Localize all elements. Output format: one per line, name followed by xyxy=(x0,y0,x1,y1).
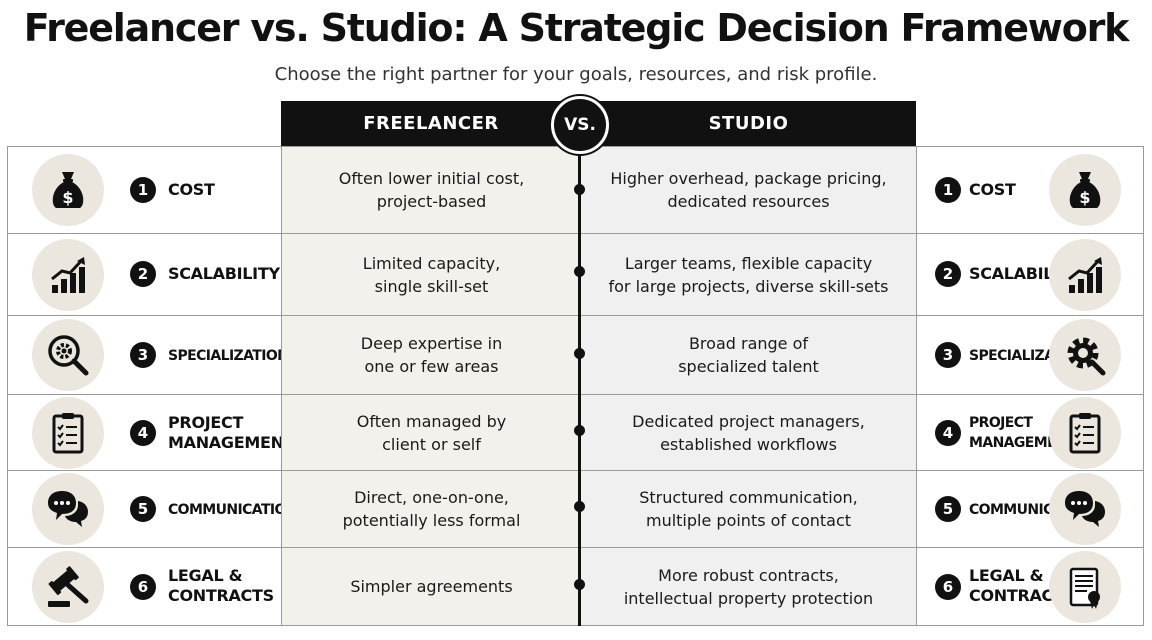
svg-text:$: $ xyxy=(1079,188,1090,207)
timeline-dot xyxy=(574,184,585,195)
money-bag-icon: $ xyxy=(1049,154,1121,226)
criterion-left-project-management: 4 PROJECT MANAGEMENT xyxy=(8,395,295,470)
chat-bubbles-icon xyxy=(32,473,104,545)
freelancer-cell-communication: Direct, one-on-one, potentially less for… xyxy=(281,471,581,547)
timeline-dot xyxy=(574,579,585,590)
criterion-number: 1 xyxy=(935,177,961,203)
criterion-right-legal-contracts: 6 LEGAL & CONTRACTS xyxy=(917,548,1143,625)
criterion-left-communication: 5 COMMUNICATION xyxy=(8,471,298,547)
freelancer-cell-cost: Often lower initial cost, project-based xyxy=(281,147,581,233)
criterion-left-legal-contracts: 6 LEGAL & CONTRACTS xyxy=(8,548,281,625)
growth-chart-icon xyxy=(32,239,104,311)
criterion-label: COST xyxy=(969,180,1016,199)
studio-cell-specialization: Broad range of specialized talent xyxy=(581,316,917,394)
magnifier-gear-icon xyxy=(32,319,104,391)
timeline-dot xyxy=(574,425,585,436)
studio-cell-cost: Higher overhead, package pricing, dedica… xyxy=(581,147,917,233)
criterion-number: 3 xyxy=(935,342,961,368)
center-timeline xyxy=(578,146,581,626)
row-communication: 5 COMMUNICATION Direct, one-on-one, pote… xyxy=(8,470,1143,547)
freelancer-column-header: FREELANCER xyxy=(281,101,581,146)
criterion-label: COMMUNICATION xyxy=(969,502,1099,518)
freelancer-cell-project-management: Often managed by client or self xyxy=(281,395,581,470)
criterion-label: SCALABILITY xyxy=(969,264,1081,283)
criterion-left-cost: $ 1 COST xyxy=(8,147,281,233)
growth-chart-icon xyxy=(1049,239,1121,311)
page-subtitle: Choose the right partner for your goals,… xyxy=(274,64,878,85)
criterion-number: 2 xyxy=(130,261,156,287)
studio-cell-scalability: Larger teams, flexible capacity for larg… xyxy=(581,234,917,315)
criterion-right-cost: 1 COST $ xyxy=(917,147,1143,233)
criterion-right-specialization: 3 SPECIALIZATION xyxy=(917,316,1143,394)
criterion-left-specialization: 3 SPECIALIZATION xyxy=(8,316,289,394)
row-legal-contracts: 6 LEGAL & CONTRACTS Simpler agreements M… xyxy=(8,547,1143,625)
certificate-scroll-icon xyxy=(1049,551,1121,623)
freelancer-cell-specialization: Deep expertise in one or few areas xyxy=(281,316,581,394)
criterion-number: 1 xyxy=(130,177,156,203)
criterion-right-project-management: 4 PROJECT MANAGEMENT xyxy=(917,395,1143,470)
criterion-label: LEGAL & CONTRACTS xyxy=(969,566,1075,605)
criterion-label: PROJECT MANAGEMENT xyxy=(969,415,1077,451)
criterion-number: 4 xyxy=(130,420,156,446)
criterion-number: 6 xyxy=(130,574,156,600)
studio-cell-communication: Structured communication, multiple point… xyxy=(581,471,917,547)
freelancer-cell-scalability: Limited capacity, single skill-set xyxy=(281,234,581,315)
criterion-label: LEGAL & CONTRACTS xyxy=(168,566,274,605)
criterion-number: 2 xyxy=(935,261,961,287)
clipboard-checklist-icon xyxy=(1049,397,1121,469)
criterion-number: 3 xyxy=(130,342,156,368)
criterion-number: 5 xyxy=(935,496,961,522)
timeline-dot xyxy=(574,501,585,512)
criterion-left-scalability: 2 SCALABILITY xyxy=(8,234,281,315)
studio-cell-project-management: Dedicated project managers, established … xyxy=(581,395,917,470)
criterion-right-scalability: 2 SCALABILITY xyxy=(917,234,1143,315)
page-title: Freelancer vs. Studio: A Strategic Decis… xyxy=(23,6,1130,50)
criterion-label: SPECIALIZATION xyxy=(168,348,289,364)
criterion-label: SCALABILITY xyxy=(168,264,280,283)
timeline-dot xyxy=(574,266,585,277)
criterion-label: PROJECT MANAGEMENT xyxy=(168,413,295,452)
criterion-number: 5 xyxy=(130,496,156,522)
criterion-right-communication: 5 COMMUNICATION xyxy=(917,471,1143,547)
row-project-management: 4 PROJECT MANAGEMENT Often managed by cl… xyxy=(8,394,1143,470)
comparison-table: $ 1 COST Often lower initial cost, proje… xyxy=(7,146,1144,626)
row-specialization: 3 SPECIALIZATION Deep expertise in one o… xyxy=(8,315,1143,394)
criterion-label: COMMUNICATION xyxy=(168,502,298,518)
clipboard-checklist-icon xyxy=(32,397,104,469)
timeline-dot xyxy=(574,348,585,359)
money-bag-icon: $ xyxy=(32,154,104,226)
studio-column-header: STUDIO xyxy=(581,101,916,146)
row-scalability: 2 SCALABILITY Limited capacity, single s… xyxy=(8,233,1143,315)
gavel-icon xyxy=(32,551,104,623)
svg-text:$: $ xyxy=(62,188,73,207)
studio-cell-legal-contracts: More robust contracts, intellectual prop… xyxy=(581,548,917,625)
criterion-label: SPECIALIZATION xyxy=(969,348,1090,364)
criterion-label: COST xyxy=(168,180,215,199)
criterion-number: 6 xyxy=(935,574,961,600)
gear-magnifier-icon xyxy=(1049,319,1121,391)
chat-bubbles-icon xyxy=(1049,473,1121,545)
criterion-number: 4 xyxy=(935,420,961,446)
vs-badge: VS. xyxy=(551,96,609,154)
row-cost: $ 1 COST Often lower initial cost, proje… xyxy=(8,147,1143,233)
freelancer-cell-legal-contracts: Simpler agreements xyxy=(281,548,581,625)
